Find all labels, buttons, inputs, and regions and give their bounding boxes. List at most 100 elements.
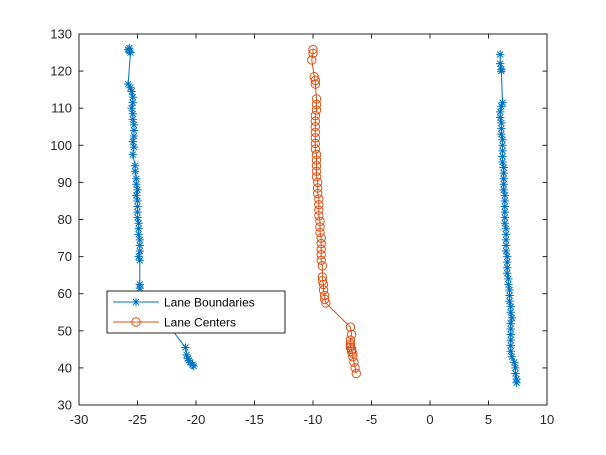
x-tick-label-6: -5: [366, 412, 378, 427]
series-1-point-1-15: [129, 131, 139, 141]
series-2-point-1-31: [315, 227, 325, 238]
series-2-point-1-2: [308, 48, 318, 58]
series-1-point-1-20: [130, 167, 140, 176]
series-1-point-2-49: [506, 341, 515, 350]
series-1-point-1-18: [128, 150, 138, 159]
series-1-point-2-34: [503, 257, 512, 267]
series-2-point-1-40: [318, 279, 329, 290]
series-2-point-1-37: [317, 261, 328, 271]
series-1-point-2-46: [506, 324, 515, 334]
series-1-point-2-19: [499, 174, 508, 183]
series-1-point-1-21: [132, 174, 141, 183]
series-1-point-2-17: [499, 163, 508, 172]
series-1-point-2-22: [500, 191, 510, 200]
series-1-point-2-33: [503, 252, 512, 261]
series-1-point-2-54: [511, 369, 520, 378]
series-2-point-1-19: [311, 161, 322, 171]
series-1-point-1-24: [132, 191, 141, 200]
series-2-point-1-26: [314, 199, 324, 210]
series-2-point-1-5: [310, 75, 321, 86]
series-2-point-1-10: [310, 110, 321, 121]
legend: Lane Boundaries Lane Centers: [106, 290, 286, 334]
series-1-point-1-10: [127, 104, 136, 113]
series-2-point-1-39: [317, 276, 328, 286]
series-2-point-1-12: [310, 122, 321, 132]
series-1-point-1-19: [130, 161, 140, 170]
series-1-point-1-25: [133, 196, 142, 206]
series-1-point-1-13: [129, 120, 139, 130]
y-tick-label-2: 40: [58, 360, 72, 375]
y-tick-label-8: 100: [50, 138, 72, 153]
series-1-point-2-15: [498, 152, 507, 161]
series-1-point-2-43: [506, 308, 515, 317]
series-1-point-2-36: [503, 269, 512, 278]
series-1-point-2-40: [505, 291, 514, 300]
series-1-point-1-23: [133, 185, 142, 195]
series-1-point-2-7: [496, 107, 505, 117]
legend-marker-1: [131, 297, 141, 307]
series-1-point-1-14: [129, 126, 139, 135]
series-2-point-1-52: [346, 346, 357, 356]
series-1-point-2-4: [497, 66, 506, 76]
series-1-point-2-23: [500, 196, 510, 206]
series-1-point-2-37: [504, 274, 513, 284]
legend-marker-2: [131, 317, 141, 327]
y-tick-label-7: 90: [58, 175, 72, 190]
series-1-point-2-30: [501, 235, 511, 245]
series-2-point-1-50: [345, 342, 356, 353]
series-2-point-1-21: [311, 172, 322, 182]
series-1-point-1-4: [126, 48, 135, 57]
y-tick-label-6: 80: [58, 212, 72, 227]
series-1-point-2-53: [511, 363, 520, 373]
series-1-point-2-10: [497, 124, 506, 133]
series-1-point-2-35: [503, 263, 512, 272]
series-1-point-1-26: [133, 202, 142, 211]
y-tick-label-1: 30: [58, 398, 72, 413]
series-1-point-1-27: [133, 207, 142, 217]
series-2-point-1-36: [316, 255, 326, 266]
series-2-point-1-22: [312, 177, 323, 188]
series-1-point-2-14: [498, 146, 507, 156]
series-1-point-2-5: [498, 98, 507, 107]
series-1-point-1-45: [189, 361, 198, 371]
series-1-point-1-35: [134, 252, 143, 261]
series-1-point-1-11: [128, 109, 138, 118]
series-2-point-1-8: [311, 99, 322, 110]
series-2-point-1-38: [317, 272, 328, 282]
series-2-point-1-43: [320, 294, 330, 304]
x-tick-label-4: -15: [245, 412, 264, 427]
series-1-point-2-50: [506, 347, 515, 356]
series-2-point-1-27: [314, 205, 324, 215]
x-tick-label-9: 10: [540, 412, 554, 427]
series-1-point-2-56: [512, 378, 521, 387]
series-1-point-1-12: [128, 115, 138, 124]
x-tick-label-3: -20: [187, 412, 206, 427]
series-2-point-1-56: [350, 363, 360, 373]
series-1-point-2-2: [496, 59, 505, 68]
series-2-point-1-9: [311, 105, 322, 115]
x-tick-label-8: 5: [485, 412, 492, 427]
series-1-point-2-18: [499, 168, 508, 178]
series-2-point-1-55: [349, 357, 359, 368]
series-1-point-1-29: [134, 219, 143, 228]
series-1-point-2-45: [506, 319, 515, 328]
legend-entry-2: Lane Centers: [113, 315, 236, 329]
y-tick-label-5: 70: [58, 249, 72, 264]
series-2-point-1-42: [320, 290, 330, 301]
series-2-point-1-6: [310, 79, 321, 89]
series-1-point-2-27: [500, 219, 510, 228]
y-tick-label-11: 130: [50, 27, 72, 42]
series-2-point-1-54: [348, 352, 358, 362]
series-2-point-1-35: [316, 250, 326, 260]
series-2-point-1-23: [312, 183, 323, 193]
series-2-point-1-32: [316, 233, 326, 243]
series-1-point-2-52: [510, 358, 519, 367]
series-2-point-1-53: [348, 348, 358, 358]
series-1-point-2-39: [505, 285, 514, 295]
series-2-point-1-28: [314, 211, 324, 221]
series-1-point-1-22: [132, 180, 141, 189]
x-tick-label-1: -30: [70, 412, 89, 427]
series-1-point-2-26: [500, 213, 510, 222]
series-2-point-1-11: [310, 116, 321, 126]
series-1-point-1-9: [128, 98, 138, 107]
